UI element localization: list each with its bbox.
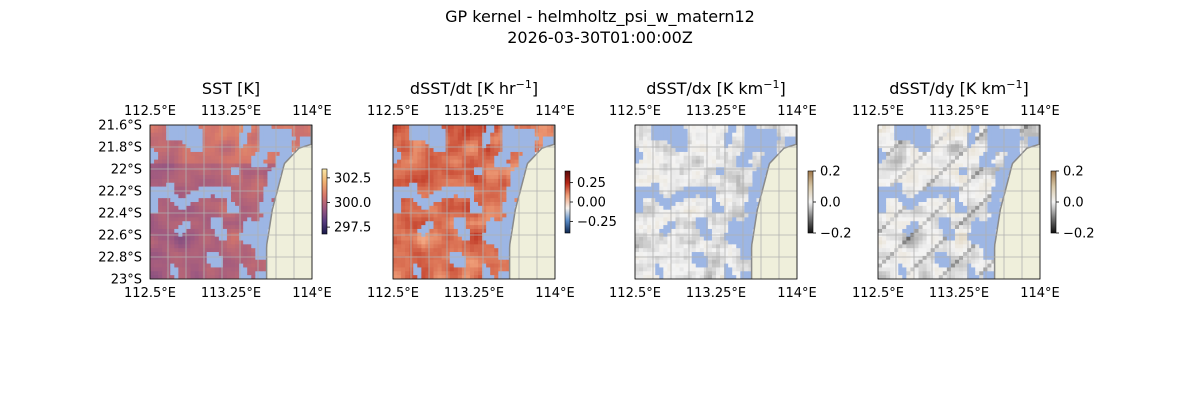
colorbar: 0.25 0.00 −0.25 [564, 170, 617, 234]
colorbar-tick-label: −0.25 [577, 215, 617, 230]
lat-tick-label: 22.8°S [98, 251, 142, 266]
panel-title: dSST/dy [K km−1] [889, 78, 1028, 98]
lon-tick-label-top: 114°E [777, 104, 817, 119]
lat-tick-label: 21.8°S [98, 141, 142, 156]
lat-tick-label: 22.4°S [98, 207, 142, 222]
lon-tick-label-bottom: 113.25°E [929, 286, 989, 301]
lon-tick-label-bottom: 114°E [292, 286, 332, 301]
colorbar-tick-label: −0.2 [820, 227, 852, 242]
land-mass [751, 125, 797, 279]
lon-tick-label-bottom: 114°E [535, 286, 575, 301]
lon-tick-label-bottom: 113.25°E [201, 286, 261, 301]
colorbar-tick-label: 302.5 [334, 171, 371, 186]
map-frame [634, 124, 798, 280]
lon-tick-label-top: 113.25°E [444, 104, 504, 119]
lat-tick-label: 22.2°S [98, 185, 142, 200]
lon-tick-label-bottom: 113.25°E [444, 286, 504, 301]
coastline [993, 125, 1040, 279]
lon-tick-label-bottom: 112.5°E [124, 286, 176, 301]
map-frame [392, 124, 556, 280]
panel-dt: dSST/dt [K hr−1] 112.5°E 112.5°E 113.25°E 11… [367, 78, 617, 301]
lon-tick-label-top: 113.25°E [686, 104, 746, 119]
lon-tick-label-bottom: 112.5°E [609, 286, 661, 301]
lon-tick-label-top: 112.5°E [367, 104, 419, 119]
lon-tick-label-top: 112.5°E [852, 104, 904, 119]
colorbar: 302.5 300.0 297.5 [321, 168, 371, 236]
lon-tick-label-top: 112.5°E [124, 104, 176, 119]
coastline [265, 125, 312, 279]
colorbar: 0.2 0.0 −0.2 [807, 165, 852, 242]
figure-title-line2: 2026-03-30T01:00:00Z [507, 28, 693, 47]
heatmap-cells [150, 125, 313, 280]
lat-tick-label: 21.6°S [98, 119, 142, 134]
map-frame [149, 124, 313, 280]
land-mass [509, 125, 555, 279]
land-mass [266, 125, 312, 279]
lon-tick-label-bottom: 113.25°E [686, 286, 746, 301]
panel-dy: dSST/dy [K km−1] 112.5°E 112.5°E 113.25°E 11… [852, 78, 1095, 301]
colorbar-tick-label: 0.0 [1063, 196, 1084, 211]
lon-tick-label-top: 114°E [1020, 104, 1060, 119]
lon-tick-label-bottom: 112.5°E [367, 286, 419, 301]
lat-tick-label: 22°S [111, 163, 142, 178]
colorbar-tick-label: −0.2 [1063, 227, 1095, 242]
coastline [508, 125, 555, 279]
map-frame [877, 124, 1041, 280]
lat-tick-label: 22.6°S [98, 229, 142, 244]
colorbar-tick-label: 0.2 [820, 165, 841, 180]
lon-tick-label-top: 114°E [535, 104, 575, 119]
lon-tick-label-top: 112.5°E [609, 104, 661, 119]
panel-title: dSST/dt [K hr−1] [410, 78, 538, 98]
coastline [750, 125, 797, 279]
heatmap-cells [393, 125, 556, 280]
lon-tick-label-bottom: 114°E [1020, 286, 1060, 301]
lon-tick-label-bottom: 112.5°E [852, 286, 904, 301]
lon-tick-label-bottom: 114°E [777, 286, 817, 301]
land-mass [994, 125, 1040, 279]
heatmap-cells [635, 125, 798, 280]
panel-dx: dSST/dx [K km−1] 112.5°E 112.5°E 113.25°E 11… [609, 78, 852, 301]
figure-title-line1: GP kernel - helmholtz_psi_w_matern12 [445, 7, 755, 27]
lon-tick-label-top: 114°E [292, 104, 332, 119]
panel-title: dSST/dx [K km−1] [646, 78, 785, 98]
panel-sst: SST [K] 112.5°E 112.5°E 113.25°E 113.25°E 114… [98, 79, 371, 301]
colorbar-tick-label: 0.0 [820, 196, 841, 211]
colorbar: 0.2 0.0 −0.2 [1050, 165, 1095, 242]
colorbar-tick-label: 0.2 [1063, 165, 1084, 180]
heatmap-cells [878, 125, 1041, 280]
panel-title: SST [K] [202, 79, 260, 98]
lon-tick-label-top: 113.25°E [201, 104, 261, 119]
colorbar-tick-label: 0.25 [577, 176, 606, 191]
colorbar-tick-label: 300.0 [334, 196, 371, 211]
colorbar-tick-label: 0.00 [577, 196, 606, 211]
lat-tick-label: 23°S [111, 273, 142, 288]
colorbar-tick-label: 297.5 [334, 221, 371, 236]
lon-tick-label-top: 113.25°E [929, 104, 989, 119]
